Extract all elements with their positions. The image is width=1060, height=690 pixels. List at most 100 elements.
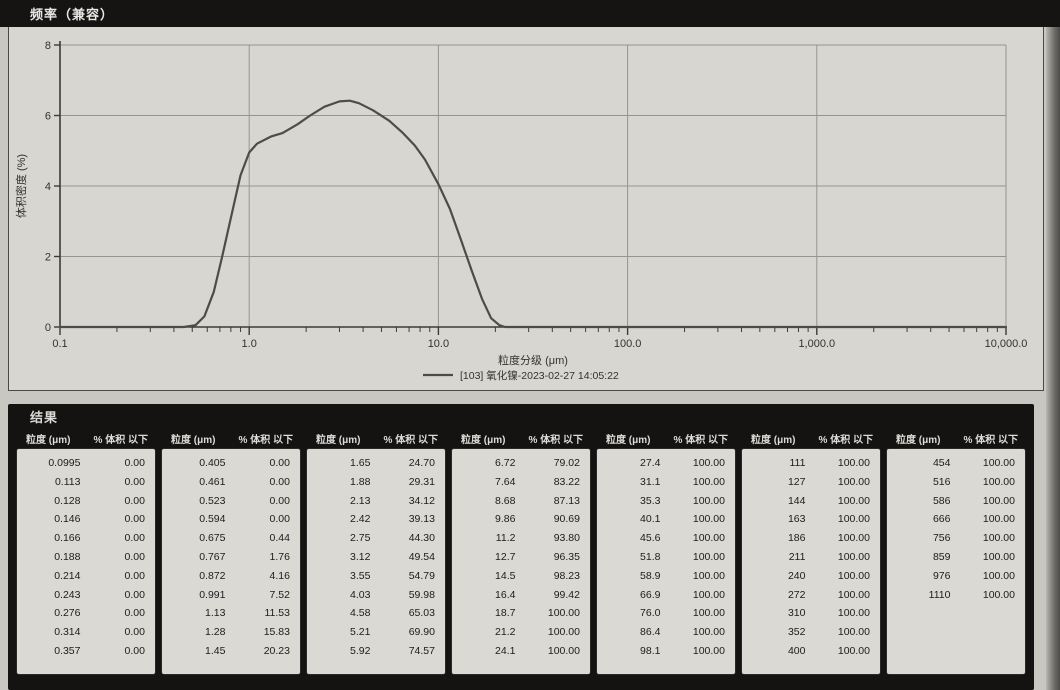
percent-under-cell: 100.00 xyxy=(692,532,725,545)
size-cell: 186 xyxy=(787,532,806,545)
size-cell: 5.21 xyxy=(350,626,371,639)
size-cell: 0.166 xyxy=(54,532,81,545)
percent-under-column-label: % 体积 以下 xyxy=(963,435,1018,446)
size-cell: 1110 xyxy=(928,588,951,601)
x-axis-tick-label: 10,000.0 xyxy=(985,338,1028,350)
results-column-group: 粒度 (μm) % 体积 以下 454 100.00 516 100.00 586 100.0… xyxy=(886,428,1026,675)
percent-under-cell: 100.00 xyxy=(982,588,1015,601)
size-cell: 24.1 xyxy=(495,644,516,657)
results-column-header: 粒度 (μm) % 体积 以下 xyxy=(596,428,736,448)
percent-under-cell: 99.42 xyxy=(553,588,580,601)
page-edge-shadow xyxy=(1046,27,1060,690)
table-row: 666 100.00 xyxy=(887,510,1025,529)
size-column-label: 粒度 (μm) xyxy=(896,435,941,446)
percent-under-cell: 100.00 xyxy=(837,550,870,563)
table-row: 0.594 0.00 xyxy=(162,510,300,529)
table-row: 4.58 65.03 xyxy=(307,604,445,623)
table-row: 0.872 4.16 xyxy=(162,567,300,586)
percent-under-cell: 100.00 xyxy=(837,475,870,488)
size-cell: 240 xyxy=(787,569,806,582)
size-cell: 859 xyxy=(932,550,951,563)
size-cell: 4.03 xyxy=(350,588,371,601)
table-row: 40.1 100.00 xyxy=(597,510,735,529)
percent-under-cell: 100.00 xyxy=(982,513,1015,526)
size-cell: 352 xyxy=(787,626,806,639)
size-cell: 0.0995 xyxy=(48,457,81,469)
size-cell: 0.461 xyxy=(199,475,226,488)
percent-under-cell: 0.00 xyxy=(124,457,145,469)
table-row: 0.188 0.00 xyxy=(17,548,155,567)
size-cell: 1.45 xyxy=(205,644,226,657)
size-cell: 400 xyxy=(787,644,806,657)
percent-under-cell: 15.83 xyxy=(263,626,290,639)
table-row: 0.675 0.44 xyxy=(162,529,300,548)
percent-under-cell: 100.00 xyxy=(692,626,725,639)
percent-under-cell: 0.00 xyxy=(124,513,145,526)
percent-under-cell: 7.52 xyxy=(269,588,290,601)
percent-under-cell: 20.23 xyxy=(263,644,290,657)
percent-under-cell: 24.70 xyxy=(408,457,435,469)
percent-under-cell: 0.00 xyxy=(124,644,145,657)
size-cell: 666 xyxy=(932,513,951,526)
percent-under-cell: 100.00 xyxy=(982,532,1015,545)
percent-under-cell: 100.00 xyxy=(692,494,725,507)
y-axis-tick-label: 8 xyxy=(45,40,51,52)
size-cell: 1.13 xyxy=(205,607,226,620)
percent-under-cell: 49.54 xyxy=(408,550,435,563)
percent-under-cell: 69.90 xyxy=(408,626,435,639)
table-row: 186 100.00 xyxy=(742,529,880,548)
percent-under-cell: 100.00 xyxy=(692,607,725,620)
percent-under-cell: 0.00 xyxy=(124,532,145,545)
percent-under-cell: 100.00 xyxy=(982,457,1015,469)
percent-under-cell: 0.00 xyxy=(124,475,145,488)
table-row: 400 100.00 xyxy=(742,642,880,661)
size-cell: 163 xyxy=(787,513,806,526)
table-row: 35.3 100.00 xyxy=(597,492,735,511)
percent-under-column-label: % 体积 以下 xyxy=(383,435,438,446)
percent-under-cell: 100.00 xyxy=(692,569,725,582)
table-row: 0.276 0.00 xyxy=(17,604,155,623)
percent-under-column-label: % 体积 以下 xyxy=(238,435,293,446)
table-row: 6.72 79.02 xyxy=(452,454,590,473)
percent-under-cell: 34.12 xyxy=(408,494,435,507)
percent-under-cell: 0.00 xyxy=(269,513,290,526)
table-row: 12.7 96.35 xyxy=(452,548,590,567)
size-cell: 58.9 xyxy=(640,569,661,582)
results-column-header: 粒度 (μm) % 体积 以下 xyxy=(16,428,156,448)
size-column-label: 粒度 (μm) xyxy=(26,435,71,446)
table-row: 0.113 0.00 xyxy=(17,473,155,492)
table-row: 211 100.00 xyxy=(742,548,880,567)
table-row: 76.0 100.00 xyxy=(597,604,735,623)
table-row: 0.214 0.00 xyxy=(17,567,155,586)
results-column-cells: 6.72 79.02 7.64 83.22 8.68 87.13 9.86 90.69 11.2… xyxy=(451,448,591,675)
size-cell: 0.405 xyxy=(199,457,226,469)
percent-under-cell: 0.00 xyxy=(124,626,145,639)
table-row: 7.64 83.22 xyxy=(452,473,590,492)
percent-under-cell: 0.00 xyxy=(124,494,145,507)
table-row: 240 100.00 xyxy=(742,567,880,586)
percent-under-cell: 65.03 xyxy=(408,607,435,620)
percent-under-cell: 0.00 xyxy=(269,457,290,469)
percent-under-cell: 100.00 xyxy=(837,588,870,601)
size-cell: 40.1 xyxy=(640,513,661,526)
table-row: 586 100.00 xyxy=(887,492,1025,511)
table-row: 0.243 0.00 xyxy=(17,586,155,605)
percent-under-cell: 44.30 xyxy=(408,532,435,545)
size-cell: 144 xyxy=(787,494,806,507)
table-row: 1.45 20.23 xyxy=(162,642,300,661)
table-row: 66.9 100.00 xyxy=(597,586,735,605)
table-row: 127 100.00 xyxy=(742,473,880,492)
size-cell: 127 xyxy=(787,475,806,488)
size-cell: 2.42 xyxy=(350,513,371,526)
table-row: 1110 100.00 xyxy=(887,586,1025,605)
size-cell: 14.5 xyxy=(495,569,516,582)
size-cell: 0.214 xyxy=(54,569,81,582)
table-row: 0.767 1.76 xyxy=(162,548,300,567)
results-column-cells: 27.4 100.00 31.1 100.00 35.3 100.00 40.1 100.00… xyxy=(596,448,736,675)
table-row: 18.7 100.00 xyxy=(452,604,590,623)
percent-under-cell: 100.00 xyxy=(837,626,870,639)
frequency-section-title: 频率（兼容） xyxy=(30,7,115,22)
table-row: 0.166 0.00 xyxy=(17,529,155,548)
size-column-label: 粒度 (μm) xyxy=(606,435,651,446)
percent-under-cell: 100.00 xyxy=(837,644,870,657)
